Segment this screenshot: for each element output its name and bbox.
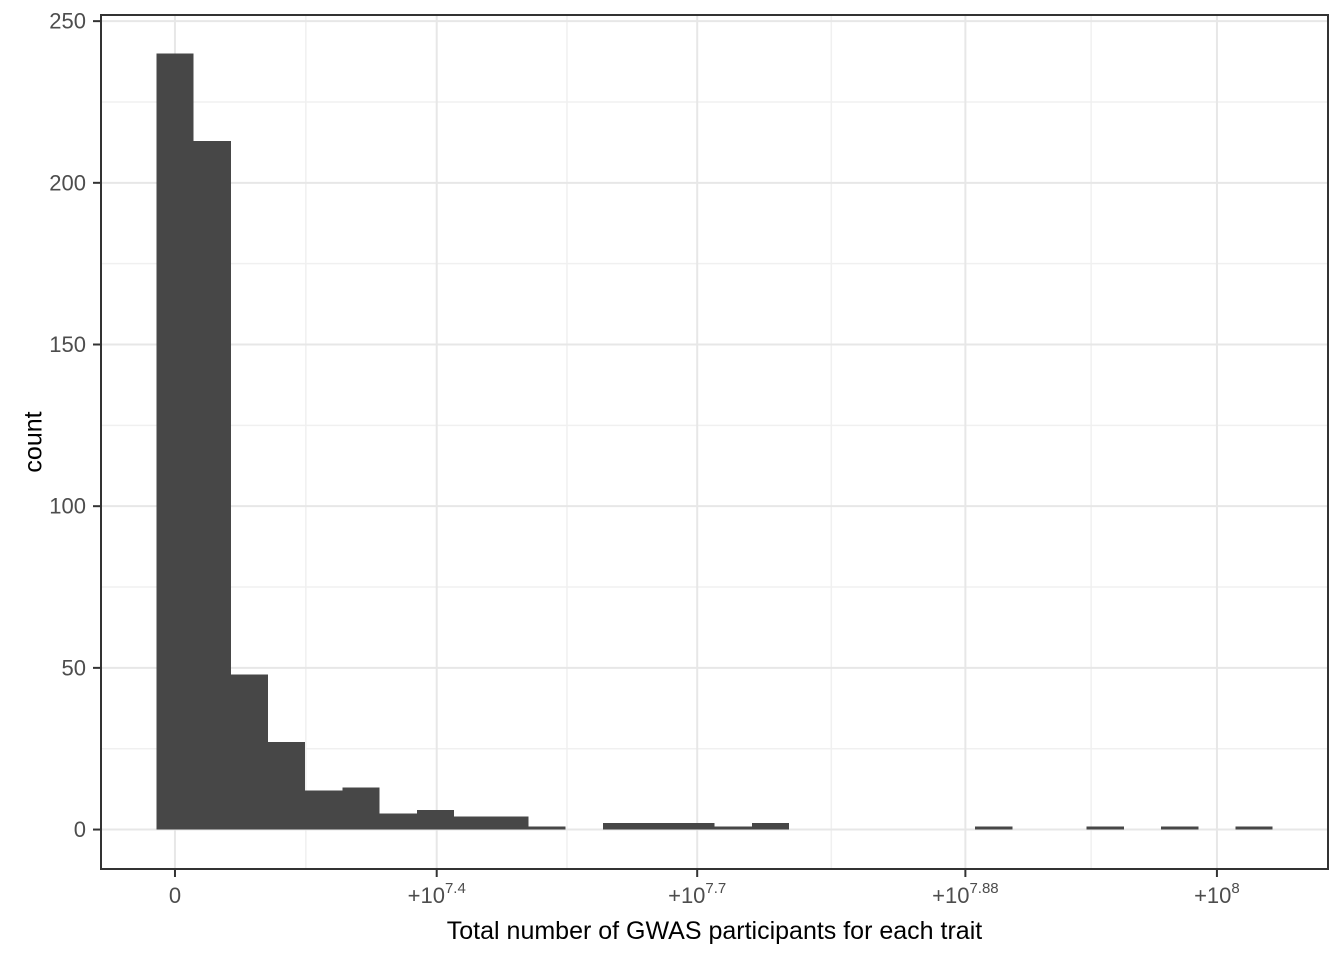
histogram-bar	[491, 816, 529, 830]
histogram-bar	[528, 826, 566, 830]
histogram-bar	[602, 823, 641, 830]
y-tick-label: 0	[74, 817, 86, 842]
histogram-bar	[379, 813, 417, 830]
histogram-bar	[342, 787, 380, 830]
x-axis-title: Total number of GWAS participants for ea…	[446, 917, 983, 945]
histogram-bar	[1161, 826, 1199, 830]
y-tick-label: 200	[49, 170, 86, 195]
y-tick-label: 250	[49, 9, 86, 34]
histogram-bar	[1086, 826, 1124, 830]
histogram-bar	[268, 742, 306, 830]
x-tick-label: +107.7	[668, 880, 726, 908]
y-tick-label: 50	[62, 655, 86, 680]
histogram-bar	[640, 823, 678, 830]
histogram-bar	[1235, 826, 1273, 830]
histogram-bar	[156, 53, 194, 830]
histogram-bar	[714, 826, 752, 830]
y-axis-title: count	[19, 411, 48, 473]
histogram-bar	[454, 816, 492, 830]
x-tick-label: +107.88	[932, 880, 999, 908]
x-tick-label: 0	[169, 883, 181, 908]
x-tick-label: +107.4	[408, 880, 466, 908]
histogram-bar	[416, 810, 455, 830]
histogram-bar	[677, 823, 715, 830]
y-tick-label: 150	[49, 332, 86, 357]
histogram-bar	[975, 826, 1013, 830]
x-tick-label: +108	[1194, 880, 1240, 908]
histogram-bar	[305, 790, 343, 830]
histogram-bar	[751, 823, 789, 830]
panel-border	[100, 14, 1329, 870]
y-tick-label: 100	[49, 494, 86, 519]
histogram-bar	[193, 140, 231, 830]
histogram-bar	[230, 674, 269, 830]
